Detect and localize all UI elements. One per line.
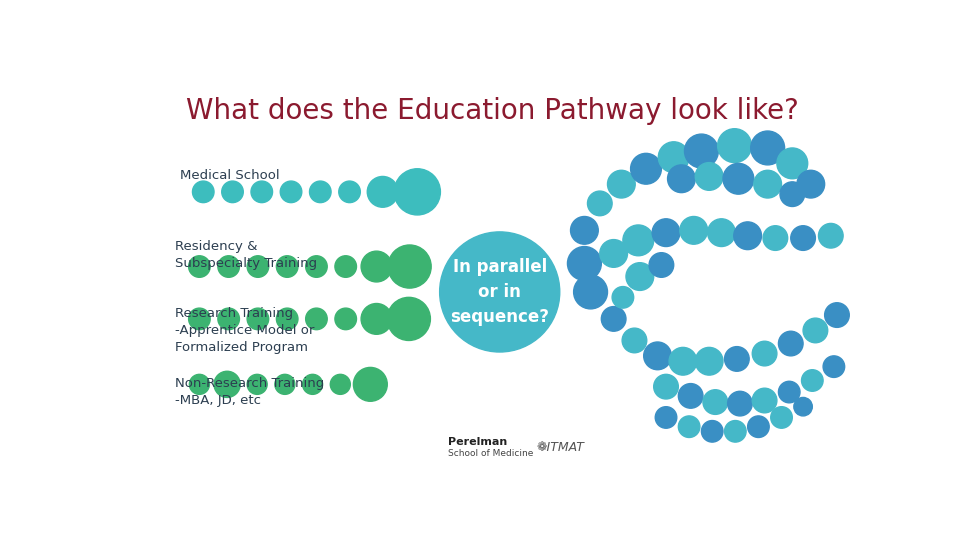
Text: Perelman: Perelman (447, 437, 507, 447)
Circle shape (791, 226, 815, 251)
Circle shape (708, 219, 735, 247)
Circle shape (702, 421, 723, 442)
Circle shape (725, 347, 749, 372)
Circle shape (309, 181, 331, 202)
Circle shape (368, 177, 398, 207)
Circle shape (763, 226, 787, 251)
Circle shape (387, 298, 430, 340)
Circle shape (247, 374, 267, 394)
Circle shape (753, 388, 777, 413)
Circle shape (280, 181, 301, 202)
Circle shape (703, 390, 728, 414)
Circle shape (679, 383, 703, 408)
Circle shape (684, 134, 718, 168)
Circle shape (695, 347, 723, 375)
Circle shape (218, 256, 239, 278)
Circle shape (725, 421, 746, 442)
Circle shape (353, 367, 387, 401)
Circle shape (626, 262, 654, 291)
Circle shape (780, 182, 804, 206)
Circle shape (247, 256, 269, 278)
Circle shape (188, 256, 210, 278)
Circle shape (601, 307, 626, 331)
Circle shape (608, 170, 636, 198)
Circle shape (652, 219, 680, 247)
Circle shape (251, 181, 273, 202)
Circle shape (361, 251, 392, 282)
Text: Research Training
-Apprentice Model or
Formalized Program: Research Training -Apprentice Model or F… (175, 307, 314, 354)
Circle shape (733, 222, 761, 249)
Circle shape (679, 416, 700, 437)
Circle shape (823, 356, 845, 377)
Circle shape (779, 331, 804, 356)
Circle shape (771, 407, 792, 428)
Circle shape (718, 129, 752, 163)
Circle shape (600, 240, 628, 267)
Circle shape (804, 318, 828, 343)
Circle shape (302, 374, 323, 394)
Circle shape (574, 275, 608, 309)
Circle shape (748, 416, 769, 437)
Circle shape (192, 181, 214, 202)
Circle shape (189, 374, 209, 394)
Circle shape (570, 217, 598, 244)
Circle shape (623, 225, 654, 256)
Text: Non-Research Training
-MBA, JD, etc: Non-Research Training -MBA, JD, etc (175, 377, 324, 407)
Circle shape (567, 247, 601, 280)
Circle shape (680, 217, 708, 244)
Text: What does the Education Pathway look like?: What does the Education Pathway look lik… (185, 97, 799, 125)
Circle shape (339, 181, 360, 202)
Circle shape (695, 163, 723, 190)
Circle shape (622, 328, 647, 353)
Circle shape (667, 165, 695, 193)
Circle shape (753, 341, 777, 366)
Circle shape (214, 372, 240, 397)
Text: In parallel
or in
sequence?: In parallel or in sequence? (450, 258, 549, 326)
Circle shape (777, 148, 807, 179)
Circle shape (335, 308, 356, 330)
Circle shape (723, 164, 754, 194)
Circle shape (305, 308, 327, 330)
Circle shape (819, 224, 843, 248)
Circle shape (395, 168, 441, 215)
Circle shape (649, 253, 674, 278)
Circle shape (654, 374, 679, 399)
Circle shape (335, 256, 356, 278)
Circle shape (797, 170, 825, 198)
Circle shape (802, 370, 823, 392)
Circle shape (779, 381, 800, 403)
Circle shape (754, 170, 781, 198)
Circle shape (659, 142, 689, 173)
Text: ❁ITMAT: ❁ITMAT (537, 441, 585, 454)
Circle shape (275, 374, 295, 394)
Circle shape (656, 407, 677, 428)
Circle shape (612, 287, 634, 308)
Circle shape (825, 303, 850, 327)
Circle shape (247, 308, 269, 330)
Text: School of Medicine: School of Medicine (447, 449, 533, 458)
Circle shape (631, 153, 661, 184)
Circle shape (794, 397, 812, 416)
Circle shape (440, 232, 560, 352)
Circle shape (669, 347, 697, 375)
Circle shape (644, 342, 671, 370)
Circle shape (751, 131, 784, 165)
Text: Residency &
Subspecialty Training: Residency & Subspecialty Training (175, 240, 317, 271)
Circle shape (388, 245, 431, 288)
Circle shape (276, 256, 298, 278)
Circle shape (728, 392, 753, 416)
Text: Medical School: Medical School (180, 168, 279, 182)
Circle shape (305, 256, 327, 278)
Circle shape (330, 374, 350, 394)
Circle shape (276, 308, 298, 330)
Circle shape (218, 308, 239, 330)
Circle shape (188, 308, 210, 330)
Circle shape (222, 181, 243, 202)
Circle shape (588, 191, 612, 215)
Circle shape (361, 303, 392, 334)
